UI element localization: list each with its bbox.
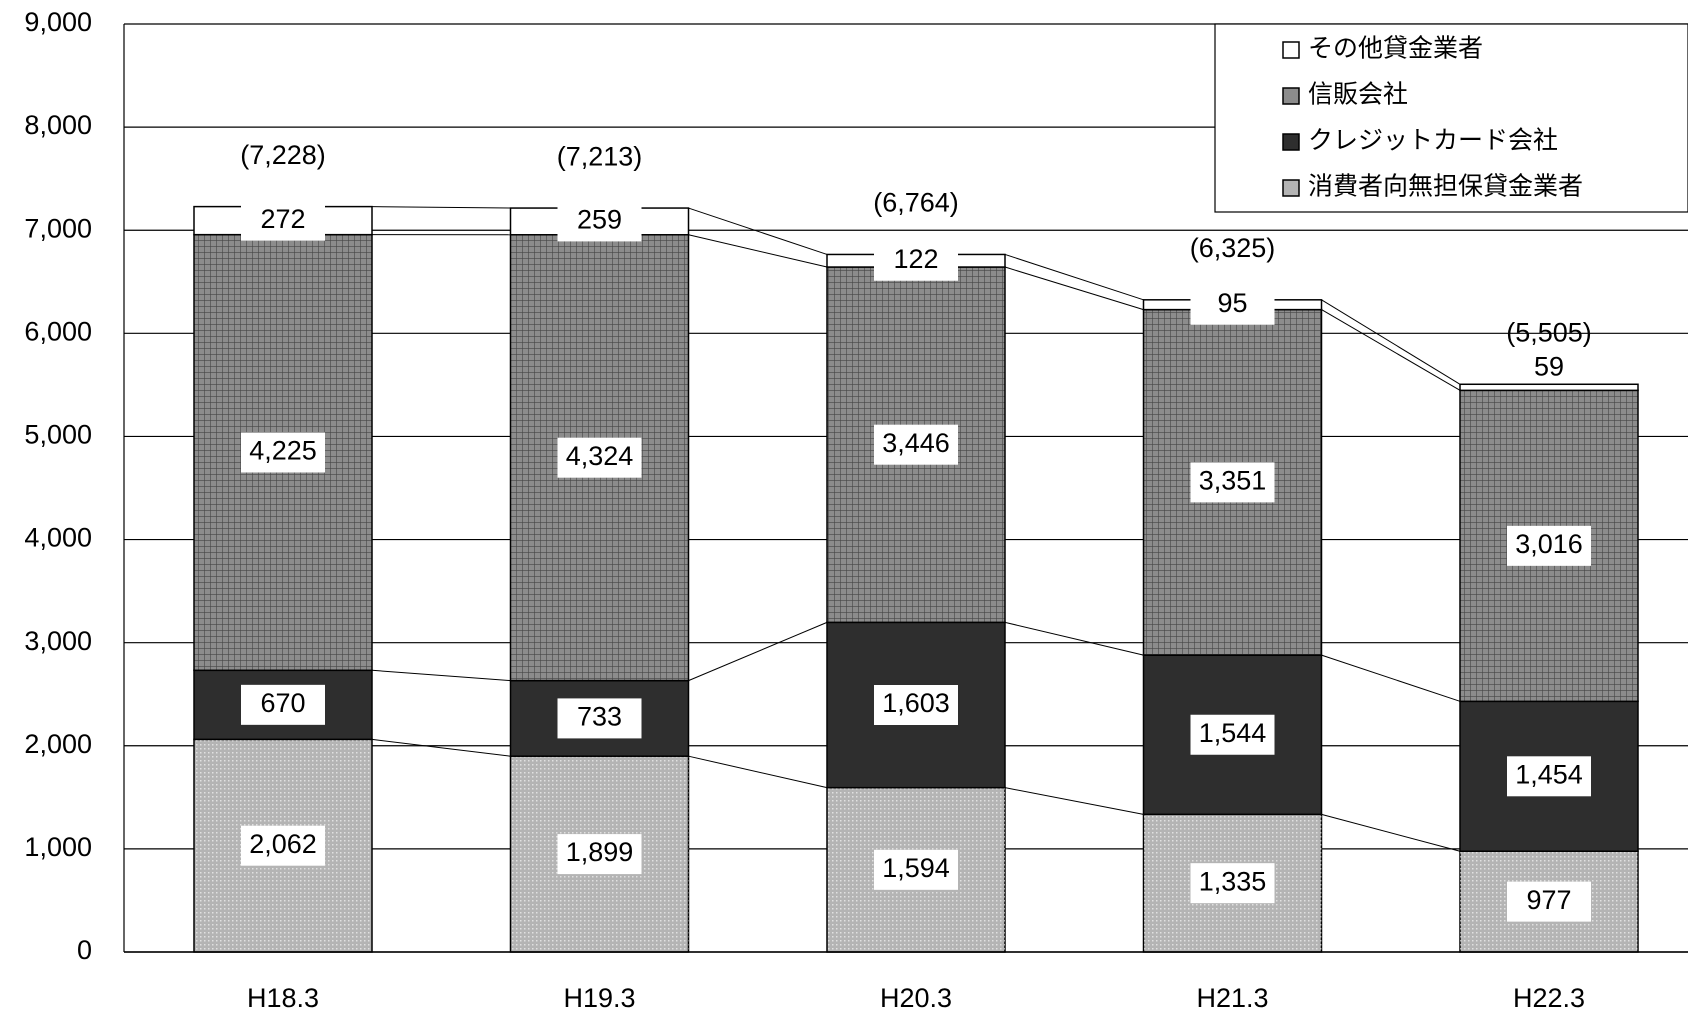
- label-box: [1507, 756, 1591, 797]
- connector: [1004, 266, 1144, 311]
- connector: [1321, 299, 1461, 385]
- label-box: [241, 432, 325, 473]
- connector: [1321, 654, 1461, 702]
- connector: [371, 206, 511, 209]
- value-label: 59: [1534, 351, 1564, 381]
- value-label: 1,603: [882, 688, 950, 718]
- label-box: [241, 200, 325, 241]
- connector: [371, 738, 511, 757]
- label-box: [241, 825, 325, 866]
- label-box: [874, 849, 958, 890]
- y-tick-label: 8,000: [24, 110, 92, 140]
- label-box: [557, 698, 642, 739]
- x-tick-label: H19.3: [563, 983, 635, 1013]
- legend-swatch: [1282, 41, 1300, 59]
- value-label: 95: [1217, 288, 1247, 318]
- value-label: 733: [577, 702, 622, 732]
- value-label: 1,454: [1515, 759, 1583, 789]
- connector: [1321, 813, 1461, 852]
- label-box: [1190, 714, 1275, 755]
- bar-segment: [1459, 383, 1639, 392]
- x-tick-label: H18.3: [247, 983, 319, 1013]
- value-label: 670: [260, 688, 305, 718]
- y-tick-label: 2,000: [24, 729, 92, 759]
- value-label: 1,544: [1199, 718, 1267, 748]
- value-label: 2,062: [249, 829, 317, 859]
- total-label: (6,764): [873, 188, 959, 218]
- y-tick-label: 1,000: [24, 832, 92, 862]
- y-tick-label: 0: [77, 935, 92, 965]
- value-label: 3,351: [1199, 466, 1267, 496]
- label-box: [874, 424, 958, 465]
- label-box: [557, 437, 642, 478]
- y-tick-label: 7,000: [24, 213, 92, 243]
- y-tick-label: 6,000: [24, 316, 92, 346]
- legend-swatch: [1282, 179, 1300, 197]
- label-box: [1507, 525, 1591, 566]
- value-label: 4,324: [566, 441, 634, 471]
- label-box: [1190, 462, 1275, 503]
- value-label: 1,335: [1199, 866, 1267, 896]
- legend-label: 消費者向無担保貸金業者: [1308, 173, 1583, 201]
- legend-label: クレジットカード会社: [1308, 127, 1558, 155]
- value-label: 3,446: [882, 428, 950, 458]
- connector: [1321, 309, 1461, 391]
- legend-swatch: [1282, 87, 1300, 105]
- value-label: 1,899: [566, 837, 634, 867]
- value-label: 259: [577, 205, 622, 235]
- label-box: [1190, 863, 1275, 904]
- total-label: (6,325): [1190, 233, 1276, 263]
- label-box: [1507, 881, 1591, 922]
- label-box: [557, 201, 642, 242]
- connector: [1004, 621, 1144, 656]
- label-box: [241, 684, 325, 725]
- connector: [1004, 253, 1144, 301]
- value-label: 3,016: [1515, 529, 1583, 559]
- y-tick-label: 3,000: [24, 626, 92, 656]
- value-label: 1,594: [882, 853, 950, 883]
- connector: [688, 755, 828, 789]
- connector: [1004, 787, 1144, 815]
- y-tick-label: 5,000: [24, 420, 92, 450]
- connector: [688, 234, 828, 268]
- label-box: [1190, 284, 1275, 325]
- label-box: [557, 834, 642, 875]
- x-tick-label: H22.3: [1513, 983, 1585, 1013]
- legend-label: 信販会社: [1308, 81, 1408, 109]
- total-label: (7,228): [240, 140, 326, 170]
- value-label: 272: [260, 204, 305, 234]
- value-label: 4,225: [249, 436, 317, 466]
- connector: [371, 669, 511, 682]
- value-label: 122: [893, 244, 938, 274]
- value-label: 977: [1526, 885, 1571, 915]
- label-box: [874, 684, 958, 725]
- connector: [688, 207, 828, 255]
- y-tick-label: 4,000: [24, 523, 92, 553]
- x-tick-label: H21.3: [1196, 983, 1268, 1013]
- label-box: [874, 240, 958, 281]
- y-tick-label: 9,000: [24, 7, 92, 37]
- legend-label: その他貸金業者: [1308, 35, 1483, 63]
- total-label: (5,505): [1506, 317, 1592, 347]
- connector: [688, 621, 828, 682]
- legend-swatch: [1282, 133, 1300, 151]
- total-label: (7,213): [557, 141, 643, 171]
- x-tick-label: H20.3: [880, 983, 952, 1013]
